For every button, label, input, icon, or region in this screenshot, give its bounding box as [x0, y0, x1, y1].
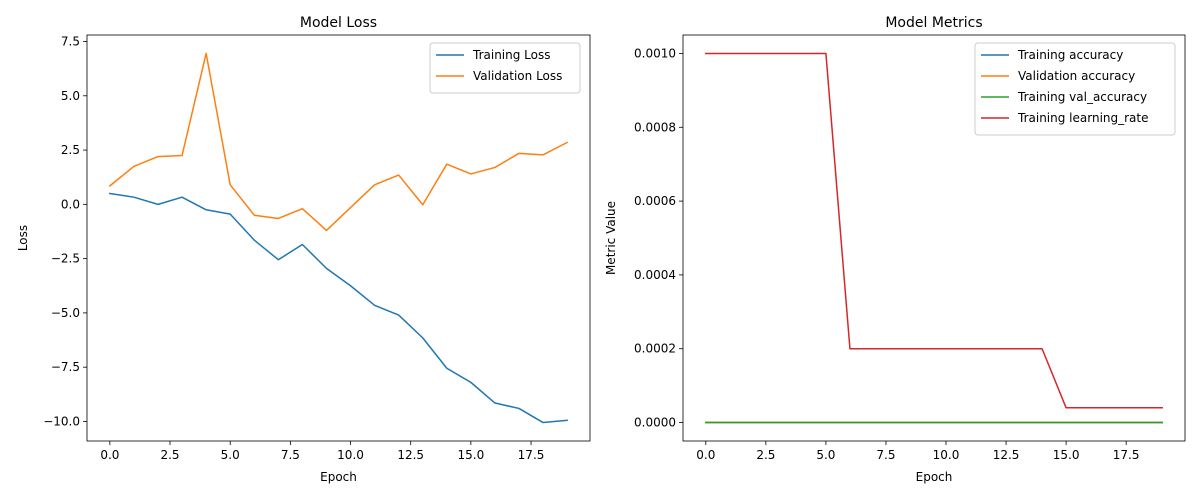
- axes-frame: [86, 34, 591, 442]
- x-tick-label: 17.5: [518, 448, 545, 462]
- axes-frame: [682, 34, 1186, 442]
- x-tick-label: 15.0: [1053, 448, 1080, 462]
- y-axis-label: Loss: [16, 225, 30, 251]
- x-tick-label: 0.0: [100, 448, 119, 462]
- legend-label: Validation Loss: [473, 69, 562, 83]
- legend-label: Training accuracy: [1017, 48, 1123, 62]
- y-tick-label: 5.0: [61, 89, 80, 103]
- y-tick-label: −10.0: [43, 414, 80, 428]
- y-tick-label: 0.0000: [634, 416, 676, 430]
- x-tick-label: 7.5: [876, 448, 895, 462]
- y-tick-label: 0.0004: [634, 268, 676, 282]
- y-tick-label: 7.5: [61, 35, 80, 49]
- x-tick-label: 12.5: [397, 448, 424, 462]
- x-tick-label: 2.5: [756, 448, 775, 462]
- y-tick-label: 0.0010: [634, 46, 676, 60]
- chart-title: Model Loss: [300, 15, 377, 31]
- x-tick-label: 17.5: [1113, 448, 1140, 462]
- legend-label: Training Loss: [472, 48, 550, 62]
- y-tick-label: 0.0002: [634, 342, 676, 356]
- series-line-validation-loss: [108, 52, 569, 232]
- x-tick-label: 10.0: [933, 448, 960, 462]
- x-tick-label: 12.5: [993, 448, 1020, 462]
- legend-box: [429, 42, 581, 94]
- legend-label: Validation accuracy: [1018, 69, 1135, 83]
- x-tick-label: 5.0: [816, 448, 835, 462]
- y-tick-label: −5.0: [51, 306, 80, 320]
- chart-title: Model Metrics: [885, 15, 982, 31]
- x-tick-label: 5.0: [221, 448, 240, 462]
- y-axis-label: Metric Value: [604, 201, 618, 275]
- x-tick-label: 2.5: [160, 448, 179, 462]
- y-tick-label: 0.0: [61, 197, 80, 211]
- x-axis-label: Epoch: [916, 470, 953, 484]
- legend-box: [974, 42, 1176, 136]
- y-tick-label: −2.5: [51, 252, 80, 266]
- x-axis-label: Epoch: [320, 470, 357, 484]
- legend-label: Training val_accuracy: [1017, 90, 1147, 104]
- x-tick-label: 7.5: [281, 448, 300, 462]
- metrics-chart-panel: Model Metrics 0.0 2.5 5.0 7.5 10.0 12.5 15.0 17.…: [604, 15, 1186, 484]
- y-tick-label: 2.5: [61, 143, 80, 157]
- series-line-training-loss: [109, 192, 568, 424]
- loss-chart-panel: Model Loss 0.0 2.5 5.0 7.5 10.0 12.5 15.0 17.5 −1…: [16, 15, 591, 484]
- legend-label: Training learning_rate: [1017, 111, 1149, 125]
- x-tick-label: 15.0: [458, 448, 485, 462]
- x-tick-label: 10.0: [337, 448, 364, 462]
- x-tick-label: 0.0: [696, 448, 715, 462]
- y-tick-label: 0.0006: [634, 194, 676, 208]
- series-line-training-learning-rate: [705, 52, 1163, 409]
- y-tick-label: −7.5: [51, 360, 80, 374]
- y-tick-label: 0.0008: [634, 120, 676, 134]
